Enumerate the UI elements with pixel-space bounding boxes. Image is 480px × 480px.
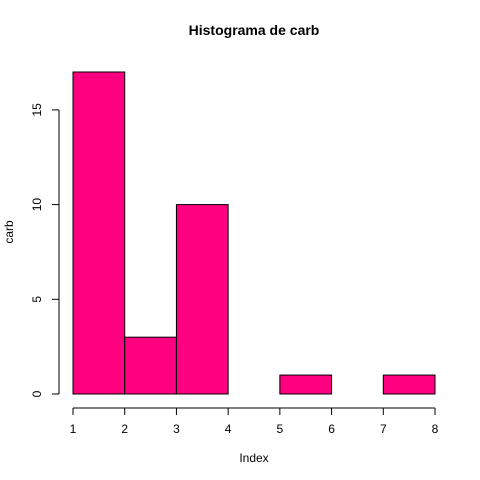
histogram-bar-0 xyxy=(72,71,126,395)
histogram-bar-1 xyxy=(124,336,177,395)
histogram-bar-4 xyxy=(279,374,333,395)
y-tick-label-0: 0 xyxy=(30,390,44,397)
x-tick-label-6: 7 xyxy=(380,422,387,436)
y-axis-label: carb xyxy=(2,220,16,244)
x-axis: 1 2 3 4 5 6 7 8 xyxy=(70,407,439,436)
histogram-bar-6 xyxy=(382,374,436,395)
x-tick-label-3: 4 xyxy=(225,422,232,436)
x-tick-label-0: 1 xyxy=(70,422,77,436)
y-tick-label-1: 5 xyxy=(30,296,44,303)
x-tick-label-4: 5 xyxy=(277,422,284,436)
x-tick-label-1: 2 xyxy=(121,422,128,436)
bars-group xyxy=(72,71,436,395)
y-tick-label-3: 15 xyxy=(30,103,44,117)
y-tick-label-2: 10 xyxy=(30,198,44,212)
x-tick-label-7: 8 xyxy=(432,422,439,436)
x-tick-label-5: 6 xyxy=(328,422,335,436)
y-axis: 0 5 10 15 xyxy=(30,103,60,397)
histogram-bar-2 xyxy=(175,204,229,395)
x-axis-label: Index xyxy=(239,451,268,465)
chart-title: Histograma de carb xyxy=(189,22,320,38)
x-tick-label-2: 3 xyxy=(173,422,180,436)
